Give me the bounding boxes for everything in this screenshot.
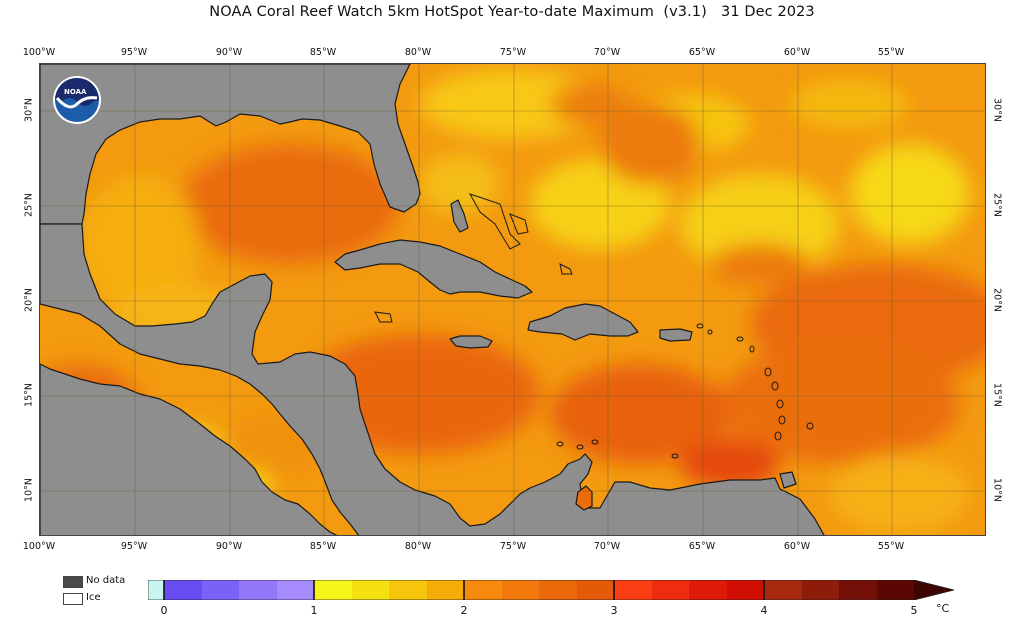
lat-label: 15°N (23, 383, 35, 407)
lon-label: 60°W (783, 47, 811, 58)
lon-label: 80°W (404, 541, 432, 552)
lon-label: 95°W (120, 541, 148, 552)
lon-label: 65°W (688, 541, 716, 552)
lat-label: 10°N (991, 478, 1003, 502)
lat-label: 15°N (991, 383, 1003, 407)
lon-label: 70°W (593, 47, 621, 58)
map-canvas (40, 64, 985, 535)
lon-label: 85°W (309, 541, 337, 552)
land-jamaica (449, 335, 493, 349)
land-puerto-rico (659, 328, 693, 342)
lon-label: 60°W (783, 541, 811, 552)
lake-maracaibo (575, 485, 593, 511)
lon-label: 90°W (215, 47, 243, 58)
chart-title: NOAA Coral Reef Watch 5km HotSpot Year-t… (209, 4, 815, 20)
colorbar-tick: 1 (310, 604, 318, 617)
ice-swatch (63, 593, 83, 605)
lon-label: 100°W (22, 541, 56, 552)
gridlines (40, 64, 985, 535)
land-mexico-central-america (40, 223, 825, 535)
land-bahamas (450, 199, 469, 233)
lon-label: 85°W (309, 47, 337, 58)
noaa-logo-text: NOAA (64, 88, 87, 96)
colorbar-unit: °C (936, 602, 950, 615)
colorbar-tick: 2 (460, 604, 468, 617)
colorbar-tick: 5 (910, 604, 918, 617)
lon-label: 75°W (499, 541, 527, 552)
land-trinidad (779, 471, 797, 489)
lon-label: 100°W (22, 47, 56, 58)
lon-label: 65°W (688, 47, 716, 58)
ice-label: Ice (86, 592, 101, 603)
lat-label: 20°N (23, 288, 35, 312)
lon-label: 70°W (593, 541, 621, 552)
lon-label: 55°W (877, 47, 905, 58)
lat-label: 10°N (23, 478, 35, 502)
colorbar-tick: 3 (610, 604, 618, 617)
land-cuba (334, 239, 533, 299)
lon-label: 75°W (499, 47, 527, 58)
lon-label: 55°W (877, 541, 905, 552)
land-hispaniola (527, 303, 639, 341)
lon-label: 90°W (215, 541, 243, 552)
lon-label: 80°W (404, 47, 432, 58)
lat-label: 25°N (23, 193, 35, 217)
small-islands (374, 193, 814, 459)
lat-label: 25°N (991, 193, 1003, 217)
lat-label: 20°N (991, 288, 1003, 312)
no-data-swatch (63, 576, 83, 588)
lon-label: 95°W (120, 47, 148, 58)
colorbar-tick: 0 (160, 604, 168, 617)
lat-label: 30°N (23, 98, 35, 122)
no-data-label: No data (86, 575, 126, 586)
colorbar-graphic (148, 580, 955, 600)
hotspot-map[interactable]: NOAA (39, 63, 986, 536)
noaa-logo (53, 76, 101, 124)
lat-label: 30°N (991, 98, 1003, 122)
colorbar-tick: 4 (760, 604, 768, 617)
